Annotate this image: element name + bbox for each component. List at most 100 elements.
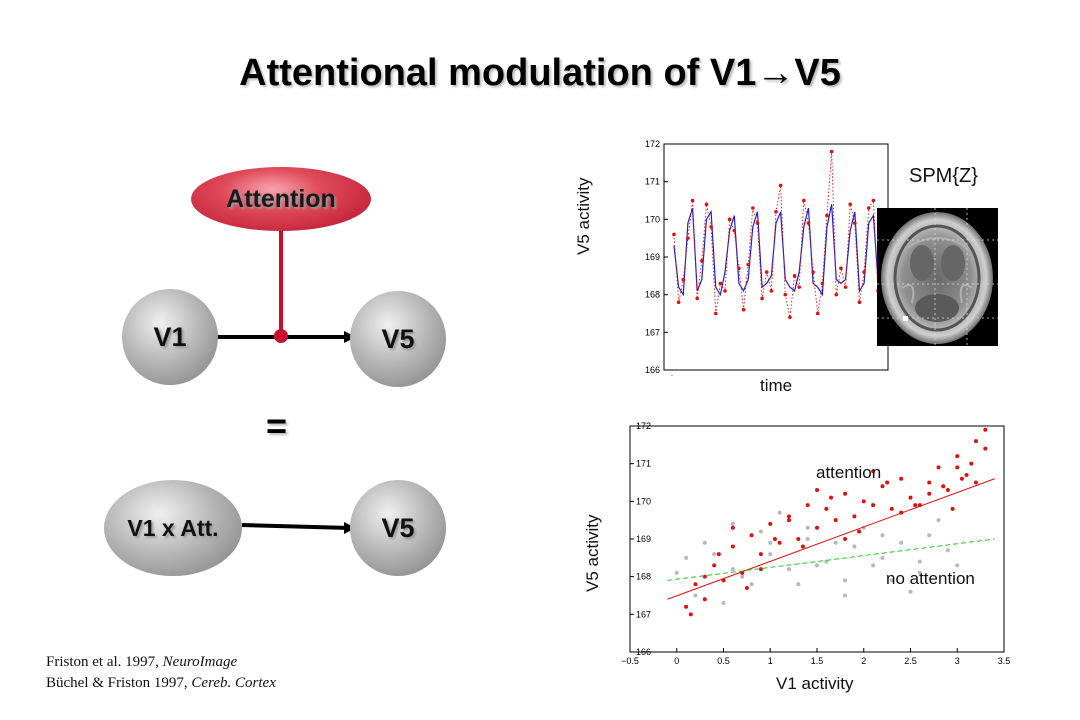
no-attention-point — [805, 537, 810, 541]
time-series-point — [857, 300, 862, 304]
attention-point — [889, 506, 894, 511]
attention-point — [964, 472, 969, 477]
attention-point — [772, 537, 777, 541]
attention-point — [749, 533, 754, 538]
attention-point — [871, 503, 876, 508]
time-series-point — [783, 292, 788, 297]
citation-2: Büchel & Friston 1997, Cereb. Cortex — [46, 675, 276, 691]
time-series-point — [769, 289, 774, 293]
no-attention-point — [768, 552, 773, 557]
v1-label: V1 — [153, 321, 187, 352]
time-series-point — [681, 277, 686, 282]
attention-point — [800, 544, 805, 549]
no-attention-point — [777, 510, 782, 515]
no-attention-point — [730, 521, 735, 526]
activation-spot — [903, 316, 908, 321]
attention-point — [744, 585, 749, 590]
time-series-point — [760, 296, 764, 301]
time-series-point — [732, 228, 737, 233]
brain-outline — [881, 212, 993, 344]
attention-point — [959, 476, 964, 481]
time-series-point — [792, 274, 797, 278]
attention-point — [983, 446, 988, 451]
attention-point — [712, 563, 717, 568]
time-series-point — [866, 206, 871, 210]
attention-point — [786, 514, 791, 519]
attention-point — [955, 454, 960, 459]
time-series-point — [825, 213, 829, 218]
time-series-ytick-label: 167 — [645, 327, 660, 337]
time-series-point — [778, 183, 783, 188]
attention-point — [805, 503, 810, 508]
scatter-ytick-label: 172 — [636, 421, 651, 431]
scatter-ylabel: V5 activity — [583, 514, 602, 592]
attention-point — [945, 488, 950, 493]
time-series-ytick-label: 168 — [645, 290, 660, 300]
time-series-point — [834, 292, 839, 297]
attention-point — [913, 503, 918, 508]
brain-scan-graphic — [877, 208, 998, 346]
scatter-ytick-label: 171 — [636, 459, 651, 469]
attention-point — [796, 537, 801, 541]
scatter-xtick-label: −0.5 — [621, 656, 639, 666]
scatter-xtick-label: 1.5 — [811, 656, 824, 666]
attention-point — [768, 521, 773, 526]
time-series-ytick-label: 172 — [645, 139, 660, 149]
scatter-xtick-label: 1 — [768, 656, 773, 666]
no-attention-point — [908, 589, 913, 594]
brain-image — [877, 208, 998, 346]
v1-x-attention-label: V1 x Att. — [127, 514, 219, 541]
time-series-plot-area — [663, 143, 889, 371]
attention-point — [716, 552, 721, 557]
no-attention-point — [917, 559, 922, 564]
no-attention-point — [674, 570, 679, 575]
time-series-point — [774, 210, 778, 214]
scatter-xtick-label: 3 — [955, 656, 960, 666]
no-attention-point — [852, 544, 857, 549]
attention-point — [758, 567, 763, 572]
no-attention-point — [945, 548, 950, 553]
no-attention-point — [730, 567, 735, 572]
attention-point — [693, 582, 698, 587]
time-series-ytick-label: 171 — [645, 177, 660, 187]
time-series-point — [788, 315, 792, 320]
time-series-ytick-label: 169 — [645, 252, 660, 262]
attention-point — [969, 461, 974, 466]
v1-node: V1 — [122, 289, 218, 385]
no-attention-point — [758, 529, 763, 534]
attention-point — [871, 469, 876, 474]
time-series-point — [815, 311, 820, 316]
scatter-chart: 166 167 168 169 170 171 172 −0.5 0 0.5 1 1.5 2 2.5 3 3… — [621, 421, 1011, 666]
time-series-point — [871, 198, 876, 203]
no-attention-point — [880, 533, 885, 538]
time-series-point — [718, 281, 723, 286]
no-attention-point — [740, 574, 745, 579]
no-attention-annotation: no attention — [886, 569, 975, 588]
time-series-point — [829, 149, 834, 154]
attention-point — [936, 465, 941, 470]
v1att-v5-arrow-shaft — [241, 523, 351, 530]
no-attention-point — [786, 567, 791, 572]
time-series-point — [755, 221, 760, 225]
no-attention-point — [749, 582, 754, 587]
v1-x-attention-node: V1 x Att. — [104, 480, 242, 576]
attention-point — [777, 540, 782, 545]
attention-point — [885, 480, 890, 485]
time-series-point — [709, 225, 713, 229]
v5-node-2: V5 — [350, 480, 446, 576]
time-series-point — [713, 311, 718, 316]
attention-point — [702, 574, 707, 579]
attention-point — [843, 537, 848, 541]
time-series-point — [839, 266, 843, 271]
no-attention-point — [927, 533, 932, 538]
time-series-point — [820, 281, 825, 286]
v5-node: V5 — [350, 291, 446, 387]
no-attention-point — [693, 593, 698, 598]
attention-point — [702, 597, 707, 602]
time-series-xtick-label: 1 — [669, 374, 674, 376]
scatter-xtick-label: 3.5 — [998, 656, 1011, 666]
time-series-point — [802, 198, 806, 203]
attention-point — [833, 518, 838, 523]
time-series-point — [672, 232, 676, 237]
attention-point — [908, 495, 913, 500]
